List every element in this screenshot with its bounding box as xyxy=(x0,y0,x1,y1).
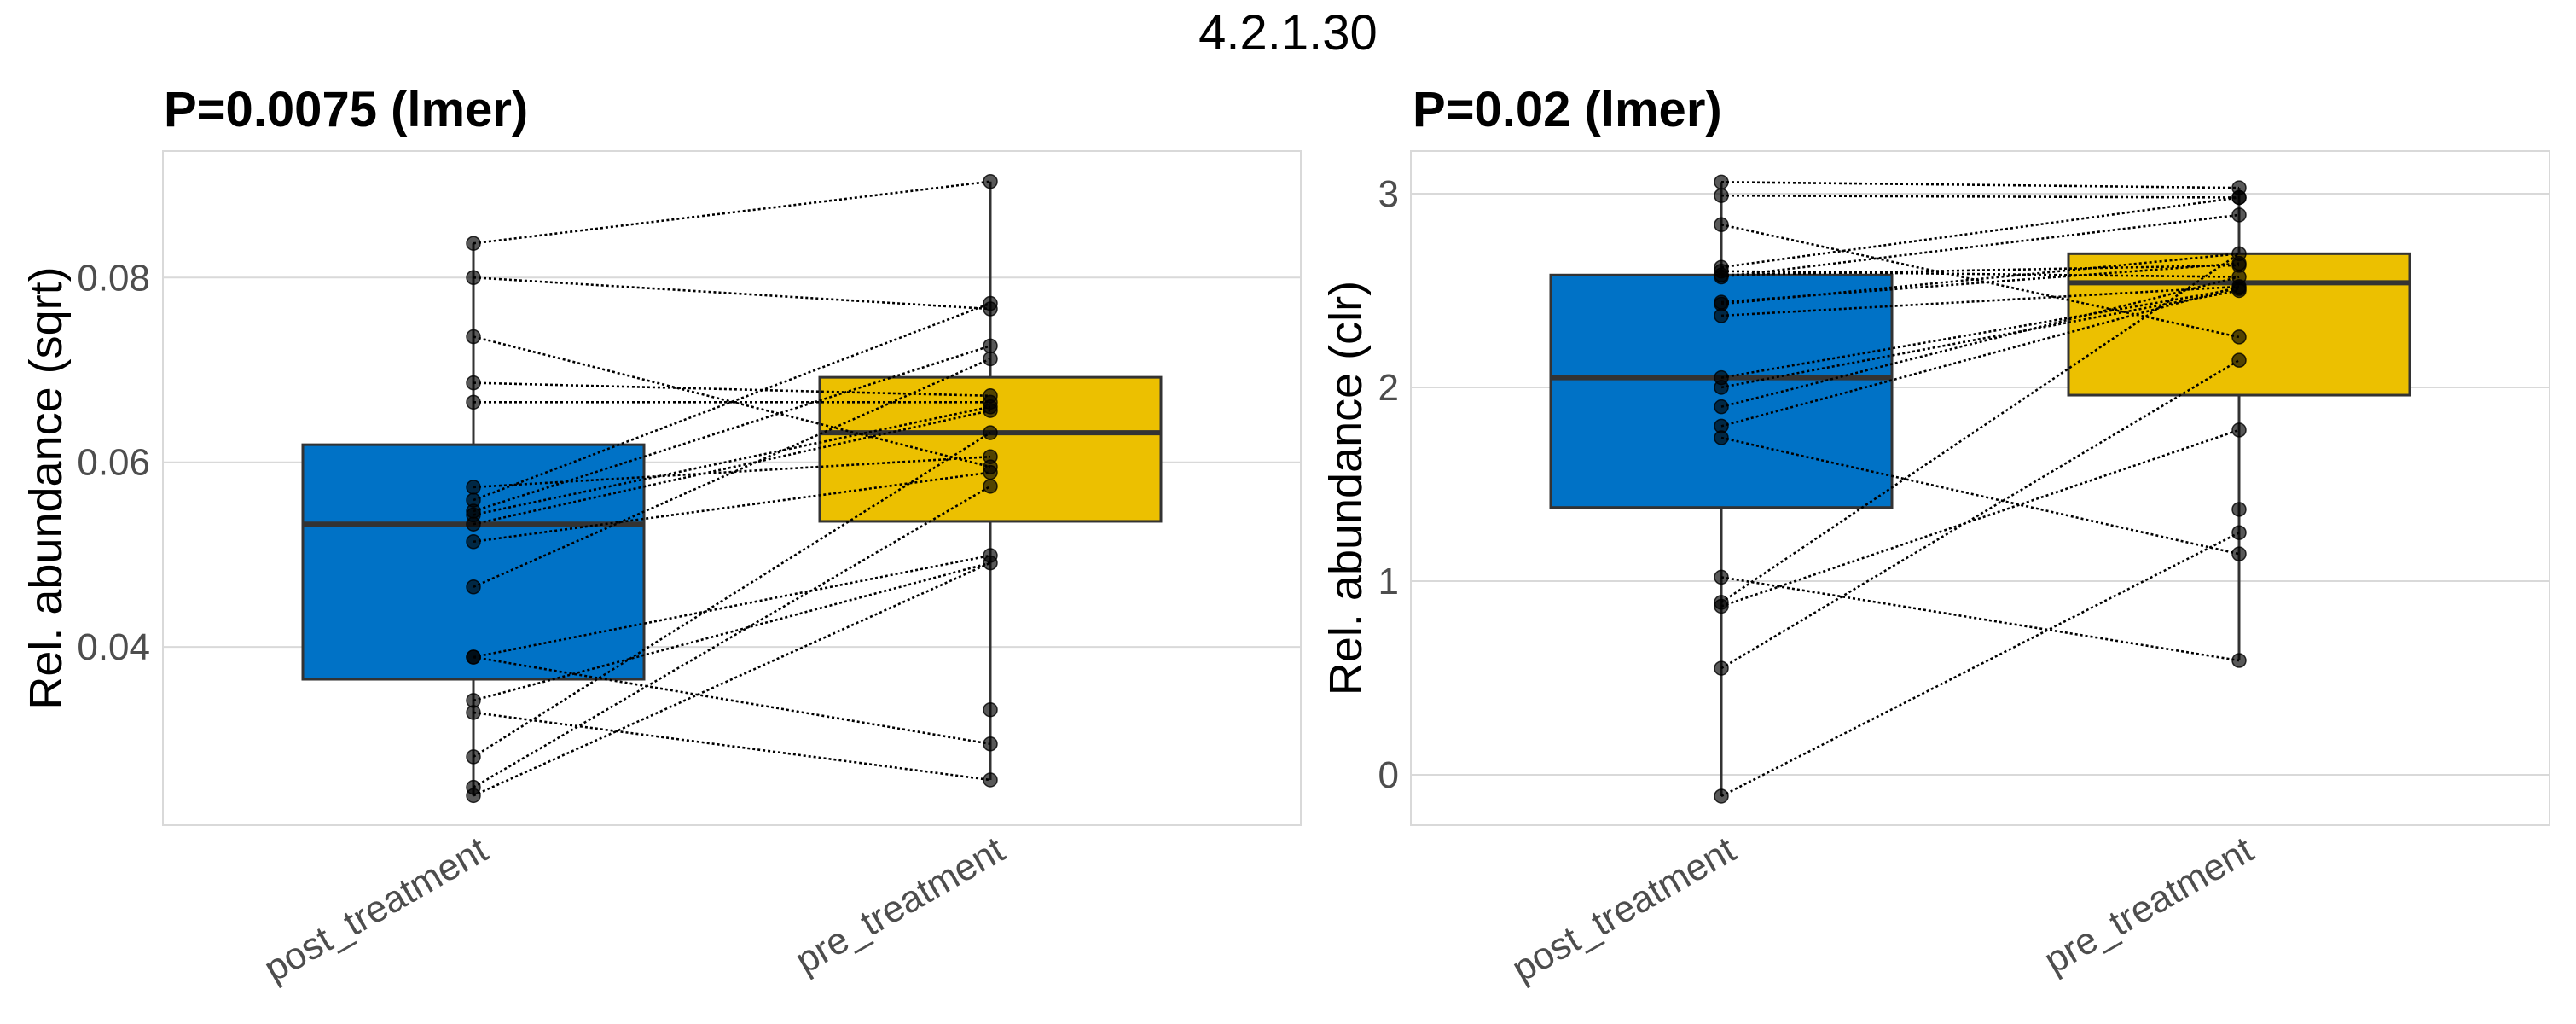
data-point-post xyxy=(1714,174,1729,190)
data-point-pre xyxy=(983,464,998,480)
paired-line xyxy=(473,485,991,788)
data-point-post xyxy=(466,236,481,251)
panel-title: P=0.0075 (lmer) xyxy=(164,82,528,137)
panel-border xyxy=(162,150,1302,826)
data-point-post xyxy=(1714,399,1729,415)
data-point-post xyxy=(1714,308,1729,323)
data-point-post xyxy=(1714,217,1729,233)
paired-line xyxy=(1720,181,2240,189)
data-point-pre xyxy=(2231,502,2247,517)
paired-line xyxy=(1720,289,2240,389)
figure-title: 4.2.1.30 xyxy=(1198,5,1378,61)
paired-line xyxy=(473,358,991,588)
paired-line xyxy=(1720,223,2240,339)
data-point-pre xyxy=(983,425,998,440)
data-point-pre xyxy=(2231,422,2247,438)
data-point-post xyxy=(1714,569,1729,585)
paired-line xyxy=(1720,264,2240,276)
paired-line xyxy=(473,554,991,659)
paired-line xyxy=(1720,285,2240,317)
y-tick-label: 3 xyxy=(1378,173,1399,215)
paired-line xyxy=(1720,253,2240,604)
data-point-post xyxy=(1714,380,1729,395)
paired-line xyxy=(1720,285,2240,428)
data-point-post xyxy=(1714,188,1729,203)
y-tick-label: 1 xyxy=(1378,561,1399,602)
data-point-pre xyxy=(983,173,998,189)
paired-line xyxy=(473,405,991,516)
paired-line xyxy=(473,431,991,759)
data-point-post xyxy=(466,270,481,286)
data-point-pre xyxy=(2231,207,2247,223)
y-tick-label: 0.04 xyxy=(77,626,150,668)
panel-title: P=0.02 (lmer) xyxy=(1413,82,1722,137)
data-point-pre xyxy=(2231,653,2247,668)
paired-line xyxy=(1720,428,2240,608)
y-tick-label: 2 xyxy=(1378,367,1399,409)
paired-line xyxy=(473,561,991,797)
data-point-pre xyxy=(983,772,998,788)
y-tick-label: 0 xyxy=(1378,754,1399,796)
data-point-pre xyxy=(983,701,998,718)
panel-border xyxy=(1410,150,2550,826)
y-axis-label: Rel. abundance (sqrt) xyxy=(20,266,72,709)
paired-line xyxy=(1720,194,2240,199)
data-point-post xyxy=(466,375,481,391)
data-point-post xyxy=(1714,598,1729,614)
paired-line xyxy=(1720,276,2240,408)
data-point-post xyxy=(466,394,481,410)
paired-line xyxy=(473,409,991,526)
data-point-post xyxy=(466,649,481,665)
paired-line xyxy=(473,345,991,513)
y-axis-label: Rel. abundance (clr) xyxy=(1320,281,1372,695)
data-point-pre xyxy=(2231,546,2247,561)
data-point-pre xyxy=(2231,329,2247,345)
data-point-pre xyxy=(983,351,998,367)
data-point-pre xyxy=(983,736,998,752)
data-point-post xyxy=(1714,269,1729,285)
paired-line xyxy=(1720,576,2240,662)
data-point-post xyxy=(1714,660,1729,676)
data-point-post xyxy=(1714,430,1729,445)
paired-line xyxy=(473,302,991,502)
paired-line xyxy=(1720,436,2240,556)
paired-line xyxy=(1720,359,2240,670)
panel-sqrt: P=0.0075 (lmer) Rel. abundance (sqrt) 0.… xyxy=(20,82,1302,990)
data-point-pre xyxy=(983,301,998,317)
data-point-post xyxy=(466,705,481,720)
data-point-post xyxy=(1714,788,1729,804)
data-point-post xyxy=(466,516,481,532)
data-point-pre xyxy=(983,403,998,418)
data-point-pre xyxy=(2231,282,2247,299)
paired-line xyxy=(473,655,991,746)
y-tick-label: 0.08 xyxy=(77,257,150,299)
paired-line xyxy=(473,381,991,398)
data-point-post xyxy=(466,749,481,765)
data-point-post xyxy=(466,329,481,345)
data-point-pre xyxy=(983,555,998,571)
paired-line xyxy=(473,561,991,702)
data-point-pre xyxy=(983,338,998,354)
paired-line xyxy=(473,455,991,489)
data-point-post xyxy=(466,788,481,804)
paired-line xyxy=(1720,287,2240,379)
data-point-pre xyxy=(983,479,998,494)
paired-line xyxy=(1720,196,2240,269)
paired-line xyxy=(1720,270,2240,278)
panel-clr: P=0.02 (lmer) Rel. abundance (clr) 0123p… xyxy=(1320,82,2550,990)
paired-line xyxy=(473,276,991,311)
data-point-pre xyxy=(2231,189,2247,206)
data-point-post xyxy=(466,480,481,495)
data-point-pre xyxy=(2231,352,2247,368)
y-tick-label: 0.06 xyxy=(77,442,150,484)
data-point-post xyxy=(466,579,481,595)
data-point-post xyxy=(466,534,481,550)
data-point-pre xyxy=(2231,525,2247,540)
